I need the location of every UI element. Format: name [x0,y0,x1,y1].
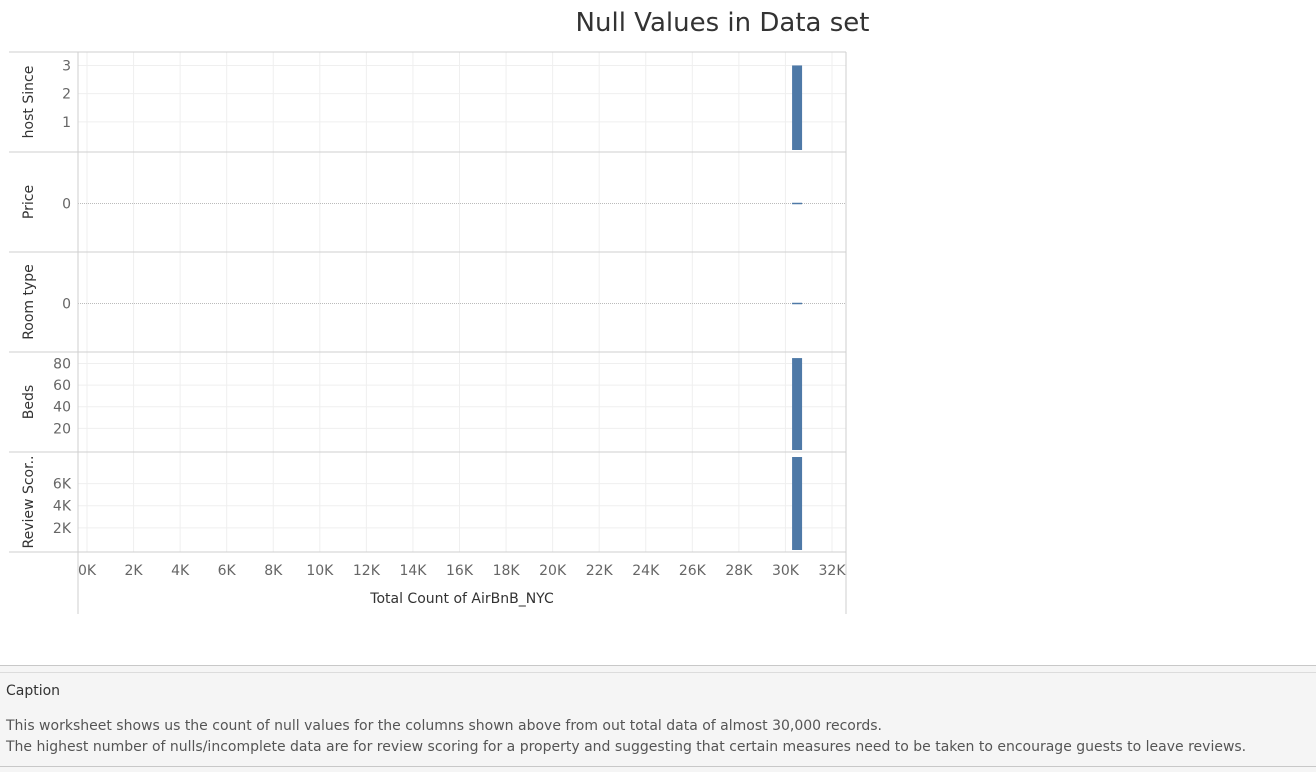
caption-title: Caption [6,683,61,699]
chart-title: Null Values in Data set [575,8,870,38]
y-tick-label: 60 [53,378,71,394]
x-tick-label: 28K [725,563,753,579]
row-header-label: Price [21,185,37,219]
y-tick-label: 2 [62,87,71,103]
y-tick-label: 6K [53,477,72,493]
caption-bottom-border [0,766,1316,767]
caption-text-line-2: The highest number of nulls/incomplete d… [6,739,1247,755]
x-axis-title: Total Count of AirBnB_NYC [369,591,554,607]
x-tick-label: 24K [632,563,660,579]
x-tick-label: 18K [493,563,521,579]
bar [792,65,803,150]
bar [792,457,803,550]
x-tick-label: 0K [78,563,97,579]
row-header-label: Room type [21,264,37,340]
y-tick-label: 0 [62,297,71,313]
x-tick-label: 8K [264,563,283,579]
y-tick-label: 1 [62,115,71,131]
caption-panel: Caption This worksheet shows us the coun… [0,665,1316,772]
y-tick-label: 80 [53,356,71,372]
x-tick-label: 32K [819,563,847,579]
y-tick-label: 4K [53,499,72,515]
caption-divider [0,672,1316,673]
x-tick-label: 14K [399,563,427,579]
x-tick-label: 6K [218,563,237,579]
y-tick-label: 0 [62,197,71,213]
y-tick-label: 2K [53,521,72,537]
x-tick-label: 16K [446,563,474,579]
x-tick-label: 26K [679,563,707,579]
caption-text-line-1: This worksheet shows us the count of nul… [6,718,882,734]
x-tick-label: 12K [353,563,381,579]
row-header-label: host Since [21,66,37,139]
x-tick-label: 4K [171,563,190,579]
x-tick-label: 30K [772,563,800,579]
x-tick-label: 10K [306,563,334,579]
row-header-label: Beds [21,385,37,419]
y-tick-label: 20 [53,421,71,437]
x-tick-label: 20K [539,563,567,579]
x-tick-label: 2K [125,563,144,579]
x-tick-label: 22K [586,563,614,579]
row-header-label: Review Scor.. [21,456,37,549]
bar [792,358,803,450]
chart-area: 3 2 1 host Since 0 Price 0 Room type 80 60 40 20 Bed… [9,51,847,614]
y-tick-label: 40 [53,400,71,416]
y-tick-label: 3 [62,58,71,74]
